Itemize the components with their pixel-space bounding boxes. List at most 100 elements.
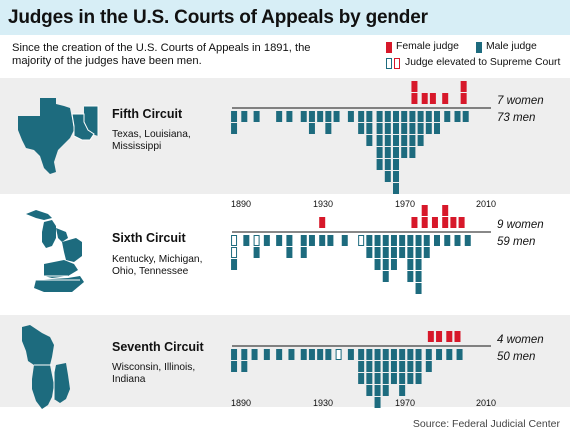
male-judge-square bbox=[409, 111, 416, 122]
male-judge-square bbox=[415, 247, 422, 258]
female-judge-square bbox=[427, 331, 434, 342]
male-judge-square bbox=[444, 111, 451, 122]
male-judge-square bbox=[425, 111, 432, 122]
female-judge-square bbox=[446, 331, 453, 342]
fifth-circuit-name: Fifth Circuit bbox=[112, 107, 183, 121]
male-judge-square bbox=[308, 123, 315, 134]
wisconsin-illinois-indiana-map-icon bbox=[22, 325, 70, 409]
male-judge-square bbox=[276, 349, 283, 360]
male-judge-square bbox=[243, 235, 250, 246]
male-judge-square bbox=[308, 235, 315, 246]
male-judge-square bbox=[382, 349, 389, 360]
sixth-circuit-states: Kentucky, Michigan, Ohio, Tennessee bbox=[112, 254, 203, 277]
male-judge-square bbox=[300, 247, 307, 258]
male-judge-square bbox=[263, 235, 270, 246]
male-judge-square bbox=[317, 349, 324, 360]
male-judge-square bbox=[423, 247, 430, 258]
female-judge-square bbox=[421, 217, 428, 228]
male-judge-square bbox=[393, 147, 399, 158]
male-judge-square bbox=[358, 361, 365, 372]
male-judge-square bbox=[241, 361, 248, 372]
male-judge-square bbox=[374, 247, 381, 258]
male-judge-square bbox=[300, 235, 307, 246]
legend-elevated-female-swatch bbox=[394, 58, 400, 69]
male-judge-square bbox=[382, 385, 389, 396]
female-judge-square bbox=[421, 93, 428, 104]
male-judge-square bbox=[376, 111, 383, 122]
male-judge-square bbox=[462, 111, 469, 122]
fifth-circuit-band bbox=[0, 78, 570, 194]
male-judge-square bbox=[401, 135, 408, 146]
male-judge-square bbox=[393, 171, 399, 182]
male-judge-square bbox=[317, 111, 324, 122]
male-judge-square bbox=[384, 135, 391, 146]
male-judge-square bbox=[415, 259, 422, 270]
female-judge-square bbox=[460, 93, 467, 104]
male-judge-square bbox=[347, 349, 354, 360]
kentucky-michigan-ohio-tennessee-map-icon bbox=[26, 210, 84, 292]
male-judge-square bbox=[376, 123, 383, 134]
male-judge-square bbox=[382, 247, 389, 258]
male-judge-square bbox=[231, 259, 238, 270]
male-judge-square bbox=[390, 259, 397, 270]
male-judge-square bbox=[288, 349, 295, 360]
male-judge-square bbox=[347, 111, 354, 122]
male-judge-square bbox=[415, 283, 422, 294]
male-judge-square bbox=[407, 271, 414, 282]
male-judge-square bbox=[390, 373, 397, 384]
male-judge-square bbox=[366, 135, 373, 146]
female-judge-square bbox=[411, 217, 418, 228]
male-judge-square bbox=[454, 111, 461, 122]
female-judge-square bbox=[442, 217, 449, 228]
male-judge-square bbox=[393, 135, 399, 146]
male-judge-square bbox=[366, 235, 373, 246]
male-judge-square bbox=[423, 235, 430, 246]
male-judge-square bbox=[382, 271, 389, 282]
male-judge-square bbox=[454, 235, 461, 246]
x-tick-1890: 1890 bbox=[231, 199, 252, 209]
male-judge-square bbox=[407, 247, 414, 258]
source-note: Source: Federal Judicial Center bbox=[412, 418, 560, 430]
female-judge-square bbox=[319, 217, 326, 228]
male-judge-square bbox=[415, 361, 422, 372]
x-tick-1890-bottom: 1890 bbox=[231, 398, 252, 408]
female-judge-square bbox=[421, 205, 428, 216]
male-judge-square bbox=[390, 247, 397, 258]
male-judge-square bbox=[325, 349, 332, 360]
male-judge-square bbox=[333, 111, 340, 122]
sixth-circuit-name: Sixth Circuit bbox=[112, 231, 186, 245]
male-judge-square bbox=[263, 349, 270, 360]
male-judge-square bbox=[399, 247, 406, 258]
female-judge-square bbox=[411, 81, 418, 92]
legend-female-swatch bbox=[386, 42, 392, 53]
male-judge-square bbox=[417, 111, 424, 122]
texas-louisiana-mississippi-map-icon bbox=[18, 98, 99, 174]
male-judge-square bbox=[358, 123, 365, 134]
male-judge-square bbox=[300, 349, 307, 360]
male-judge-square bbox=[374, 259, 381, 270]
male-judge-square bbox=[376, 147, 383, 158]
legend-male-swatch bbox=[476, 42, 482, 53]
male-judge-square bbox=[384, 159, 391, 170]
male-judge-square bbox=[286, 235, 293, 246]
male-judge-square bbox=[415, 271, 422, 282]
x-tick-1970-bottom: 1970 bbox=[395, 398, 416, 408]
male-judge-square bbox=[382, 259, 389, 270]
male-judge-square bbox=[251, 349, 258, 360]
male-judge-square bbox=[231, 111, 238, 122]
female-judge-square bbox=[429, 93, 436, 104]
male-judge-square bbox=[374, 385, 381, 396]
male-judge-square bbox=[358, 111, 365, 122]
male-judge-square bbox=[231, 123, 238, 134]
fifth-circuit-states: Texas, Louisiana, Mississippi bbox=[112, 129, 191, 152]
male-judge-square bbox=[407, 361, 414, 372]
legend-elevated-label: Judge elevated to Supreme Court bbox=[405, 57, 561, 68]
male-judge-square bbox=[308, 349, 315, 360]
male-judge-square bbox=[325, 123, 332, 134]
male-judge-square bbox=[425, 349, 432, 360]
male-judge-square bbox=[366, 111, 373, 122]
female-judge-square bbox=[454, 331, 461, 342]
legend-elevated-male-swatch bbox=[386, 58, 392, 69]
elevated-male-judge-square bbox=[231, 235, 238, 246]
title-bar bbox=[0, 0, 570, 35]
